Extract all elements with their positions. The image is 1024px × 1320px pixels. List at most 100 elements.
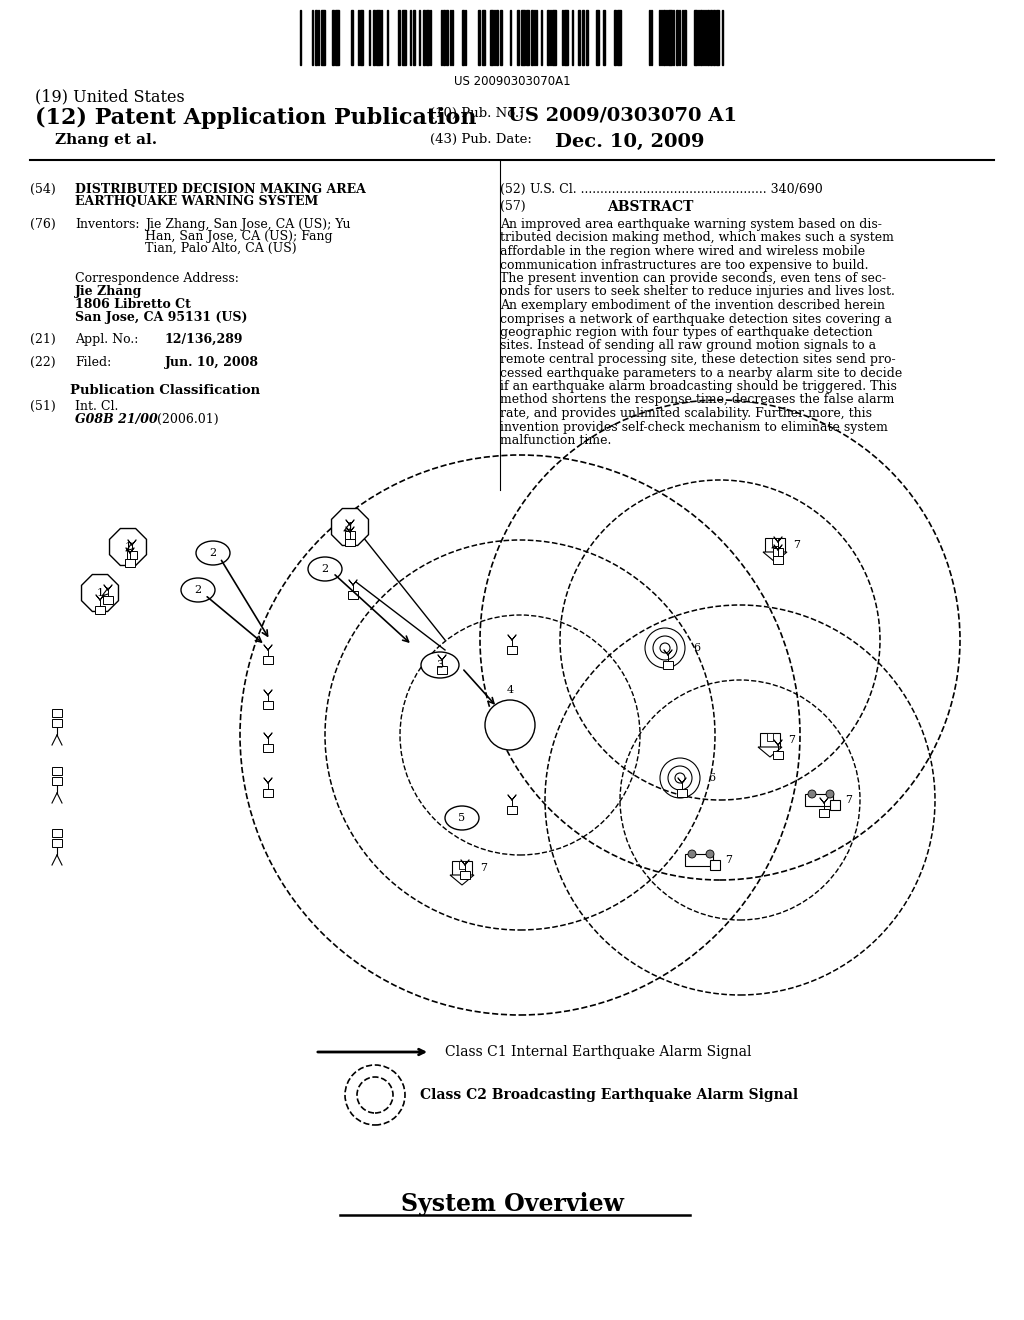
Ellipse shape [196, 541, 230, 565]
Text: Int. Cl.: Int. Cl. [75, 400, 119, 413]
Text: 1: 1 [125, 543, 131, 552]
Bar [684, 11, 686, 65]
Text: 7: 7 [788, 735, 795, 744]
Bar [345, 531, 355, 539]
Text: if an earthquake alarm broadcasting should be triggered. This: if an earthquake alarm broadcasting shou… [500, 380, 897, 393]
Ellipse shape [485, 700, 535, 750]
Bar [507, 645, 517, 653]
Text: comprises a network of earthquake detection sites covering a: comprises a network of earthquake detect… [500, 313, 892, 326]
Text: System Overview: System Overview [400, 1192, 624, 1216]
Text: 7: 7 [845, 795, 852, 805]
Bar [321, 11, 325, 65]
Bar [578, 11, 580, 65]
Bar [52, 829, 62, 837]
Circle shape [826, 789, 834, 799]
Text: Class C1 Internal Earthquake Alarm Signal: Class C1 Internal Earthquake Alarm Signa… [445, 1045, 752, 1059]
Bar [773, 556, 783, 564]
Bar [663, 661, 673, 669]
Bar [676, 11, 678, 65]
Bar [668, 11, 672, 65]
Bar [564, 11, 568, 65]
Bar [582, 11, 584, 65]
Text: 7: 7 [480, 863, 487, 873]
Bar [547, 11, 549, 65]
Polygon shape [763, 552, 787, 562]
Bar [263, 789, 273, 797]
Bar [95, 606, 105, 614]
Text: Dec. 10, 2009: Dec. 10, 2009 [555, 133, 705, 150]
Text: rate, and provides unlimited scalability. Further more, this: rate, and provides unlimited scalability… [500, 407, 872, 420]
Text: (21): (21) [30, 333, 55, 346]
Text: Jun. 10, 2008: Jun. 10, 2008 [165, 356, 259, 370]
Text: (43) Pub. Date:: (43) Pub. Date: [430, 133, 531, 147]
Bar [52, 777, 62, 785]
Text: (2006.01): (2006.01) [157, 413, 219, 426]
Bar [707, 11, 709, 65]
Bar [426, 11, 429, 65]
Text: 5: 5 [459, 813, 466, 822]
Text: 12/136,289: 12/136,289 [165, 333, 244, 346]
Text: San Jose, CA 95131 (US): San Jose, CA 95131 (US) [75, 312, 248, 323]
Bar [830, 800, 840, 810]
Text: 4: 4 [507, 685, 514, 696]
Bar [767, 733, 773, 741]
Text: sites. Instead of sending all raw ground motion signals to a: sites. Instead of sending all raw ground… [500, 339, 877, 352]
Text: (52): (52) [500, 183, 525, 195]
Bar [526, 11, 529, 65]
Bar [103, 597, 113, 605]
Bar [263, 744, 273, 752]
Text: Inventors:: Inventors: [75, 218, 139, 231]
Text: Filed:: Filed: [75, 356, 112, 370]
Bar [805, 795, 833, 807]
Text: (76): (76) [30, 218, 55, 231]
Bar [437, 667, 447, 675]
Text: Publication Classification: Publication Classification [70, 384, 260, 397]
Bar [482, 11, 485, 65]
Bar [552, 11, 556, 65]
Text: G08B 21/00: G08B 21/00 [75, 413, 158, 426]
Bar [772, 539, 778, 546]
Bar [315, 11, 317, 65]
Ellipse shape [445, 807, 479, 830]
Bar [710, 11, 712, 65]
Text: 1: 1 [96, 587, 103, 598]
Text: (22): (22) [30, 356, 55, 370]
Circle shape [706, 850, 714, 858]
Bar [345, 539, 355, 546]
Text: 6: 6 [708, 774, 715, 783]
Text: Tian, Palo Alto, CA (US): Tian, Palo Alto, CA (US) [145, 242, 297, 255]
Text: An exemplary embodiment of the invention described herein: An exemplary embodiment of the invention… [500, 300, 885, 312]
Circle shape [808, 789, 816, 799]
Bar [685, 854, 713, 866]
Text: U.S. Cl. ................................................ 340/690: U.S. Cl. ...............................… [530, 183, 822, 195]
Bar [263, 656, 273, 664]
Text: communication infrastructures are too expensive to build.: communication infrastructures are too ex… [500, 259, 868, 272]
Bar [586, 11, 588, 65]
Bar [478, 11, 480, 65]
Text: 7: 7 [725, 855, 732, 865]
Text: EARTHQUAKE WARNING SYSTEM: EARTHQUAKE WARNING SYSTEM [75, 195, 318, 209]
Bar [373, 11, 375, 65]
Text: (51): (51) [30, 400, 55, 413]
Bar [360, 11, 362, 65]
Bar [614, 11, 616, 65]
Bar [710, 861, 720, 870]
Text: 2: 2 [322, 564, 329, 574]
Text: (10) Pub. No.:: (10) Pub. No.: [430, 107, 523, 120]
Text: 3: 3 [436, 660, 443, 671]
Bar [596, 11, 599, 65]
Bar [765, 539, 785, 552]
Bar [413, 11, 415, 65]
Bar [694, 11, 697, 65]
Bar [52, 767, 62, 775]
Text: Zhang et al.: Zhang et al. [55, 133, 157, 147]
Text: remote central processing site, these detection sites send pro-: remote central processing site, these de… [500, 352, 896, 366]
Text: Jie Zhang, San Jose, CA (US); Yu: Jie Zhang, San Jose, CA (US); Yu [145, 218, 350, 231]
Bar [521, 11, 525, 65]
Bar [376, 11, 380, 65]
Bar [773, 548, 783, 556]
Text: tributed decision making method, which makes such a system: tributed decision making method, which m… [500, 231, 894, 244]
Polygon shape [332, 508, 369, 545]
Bar [423, 11, 425, 65]
Bar [52, 719, 62, 727]
